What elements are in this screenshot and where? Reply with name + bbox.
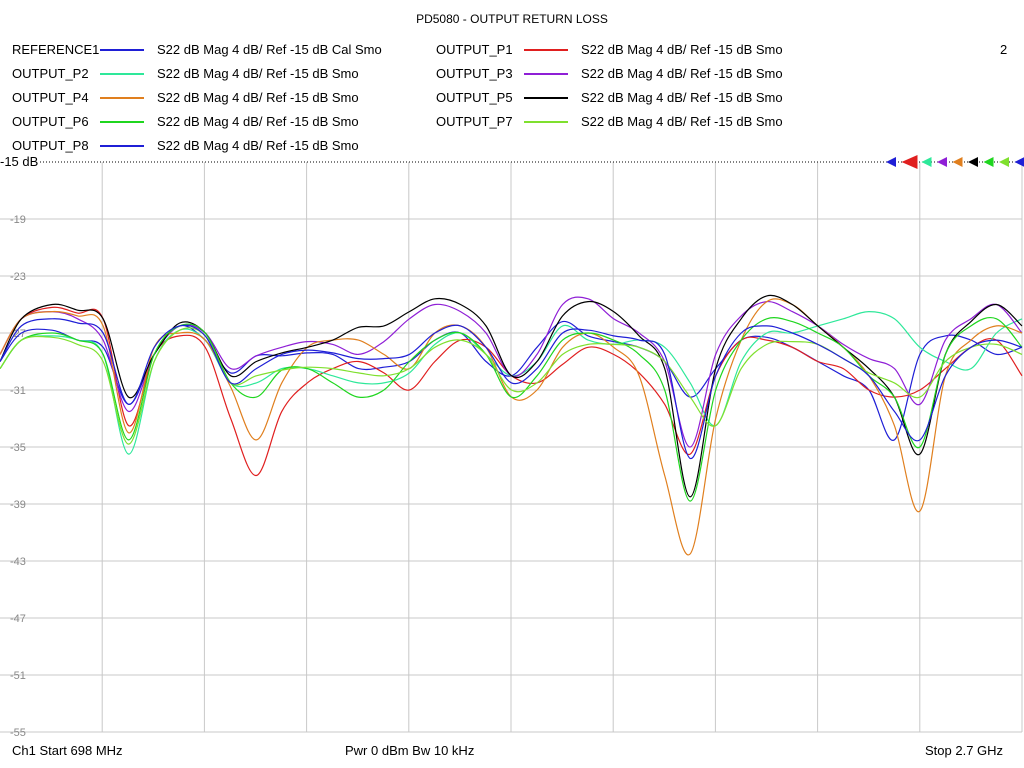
legend-trace-name: OUTPUT_P7 [436, 114, 513, 129]
reference-marker-icon [999, 157, 1009, 167]
y-tick-label: -23 [10, 271, 26, 283]
legend-trace-format: S22 dB Mag 4 dB/ Ref -15 dB Smo [157, 114, 359, 129]
legend-trace-swatch [524, 97, 568, 99]
legend-trace-swatch [100, 49, 144, 51]
legend-trace-format: S22 dB Mag 4 dB/ Ref -15 dB Smo [157, 90, 359, 105]
y-tick-label: -19 [10, 214, 26, 226]
series-line-output-p6 [0, 316, 1023, 502]
chart-title: PD5080 - OUTPUT RETURN LOSS [416, 12, 608, 26]
reference-marker-icon [952, 157, 963, 167]
reference-marker-icon [1014, 157, 1024, 167]
power-bandwidth-label: Pwr 0 dBm Bw 10 kHz [345, 743, 475, 758]
y-tick-label: -39 [10, 499, 26, 511]
channel-number: 2 [1000, 42, 1008, 57]
y-tick-label: -43 [10, 556, 26, 568]
legend-trace-swatch [100, 73, 144, 75]
reference-marker-icon [921, 157, 932, 167]
y-tick-label: -31 [10, 385, 26, 397]
reference-marker-icon [886, 157, 896, 167]
reference-marker-icon [901, 155, 918, 169]
y-tick-label: -47 [10, 613, 26, 625]
legend-trace-name: OUTPUT_P3 [436, 66, 513, 81]
legend-trace-swatch [100, 145, 144, 147]
legend-trace-format: S22 dB Mag 4 dB/ Ref -15 dB Smo [581, 114, 783, 129]
y-tick-label: -55 [10, 727, 26, 739]
legend-trace-name: OUTPUT_P2 [12, 66, 89, 81]
legend-trace-swatch [524, 73, 568, 75]
series-line-output-p3 [0, 296, 1023, 448]
stop-frequency-label: Stop 2.7 GHz [925, 743, 1004, 758]
y-tick-label: -35 [10, 442, 26, 454]
legend-trace-swatch [524, 121, 568, 123]
legend-trace-name: OUTPUT_P1 [436, 42, 513, 57]
legend-trace-format: S22 dB Mag 4 dB/ Ref -15 dB Cal Smo [157, 42, 382, 57]
reference-level-label: -15 dB [0, 154, 41, 169]
legend-trace-name: OUTPUT_P4 [12, 90, 89, 105]
legend-trace-name: OUTPUT_P8 [12, 138, 89, 153]
legend-trace-format: S22 dB Mag 4 dB/ Ref -15 dB Smo [581, 66, 783, 81]
series-line-output-p8 [0, 318, 1023, 460]
legend-trace-swatch [100, 97, 144, 99]
legend-trace-name: OUTPUT_P6 [12, 114, 89, 129]
legend-trace-swatch [100, 121, 144, 123]
legend-trace-format: S22 dB Mag 4 dB/ Ref -15 dB Smo [581, 42, 783, 57]
legend-trace-name: OUTPUT_P5 [436, 90, 513, 105]
legend-trace-format: S22 dB Mag 4 dB/ Ref -15 dB Smo [581, 90, 783, 105]
y-tick-label: -51 [10, 670, 26, 682]
start-frequency-label: Ch1 Start 698 MHz [12, 743, 123, 758]
legend-trace-swatch [524, 49, 568, 51]
legend-trace-name: REFERENCE1 [12, 42, 100, 57]
reference-marker-icon [968, 157, 978, 167]
reference-marker-icon [937, 157, 947, 167]
legend-trace-format: S22 dB Mag 4 dB/ Ref -15 dB Smo [157, 66, 359, 81]
legend-trace-format: S22 dB Mag 4 dB/ Ref -15 dB Smo [157, 138, 359, 153]
reference-marker-icon [983, 157, 994, 167]
